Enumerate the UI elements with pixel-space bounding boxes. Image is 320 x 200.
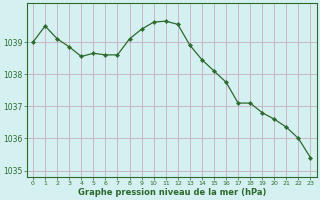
X-axis label: Graphe pression niveau de la mer (hPa): Graphe pression niveau de la mer (hPa) — [77, 188, 266, 197]
